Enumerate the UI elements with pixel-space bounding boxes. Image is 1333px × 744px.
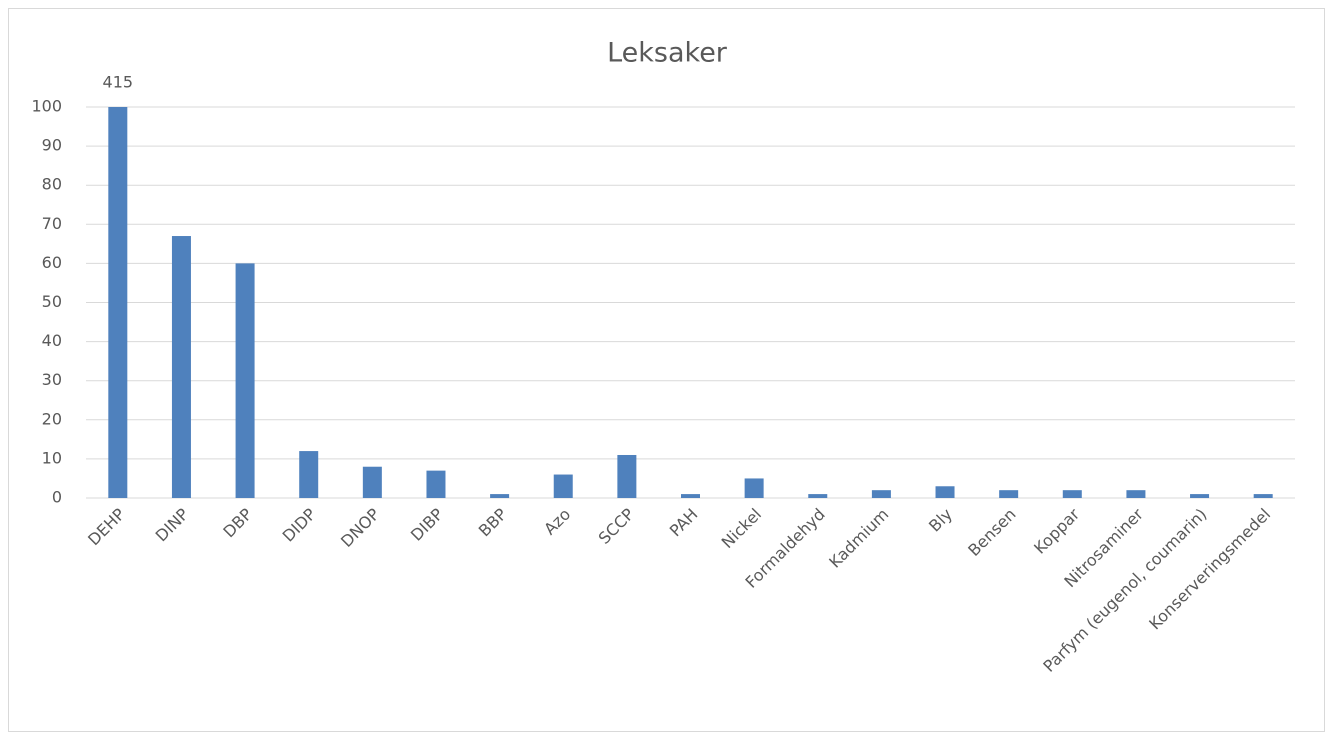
bar [553, 474, 573, 498]
bar [617, 454, 637, 498]
bar [744, 478, 764, 498]
bar [871, 490, 891, 498]
chart-frame [8, 8, 1325, 732]
bar [935, 486, 955, 498]
bar [490, 494, 510, 498]
y-tick-label: 0 [52, 488, 62, 507]
y-tick-label: 100 [31, 97, 62, 116]
bar [1253, 494, 1273, 498]
y-tick-label: 90 [42, 136, 62, 155]
y-tick-label: 70 [42, 214, 62, 233]
y-tick-label: 20 [42, 409, 62, 428]
bar [108, 107, 128, 498]
bar [1062, 490, 1082, 498]
bar [362, 466, 382, 498]
y-tick-label: 40 [42, 331, 62, 350]
y-tick-label: 80 [42, 175, 62, 194]
bar [235, 263, 255, 498]
bar [681, 494, 700, 498]
data-label: 415 [103, 73, 134, 92]
y-tick-label: 10 [42, 448, 62, 467]
y-tick-label: 60 [42, 253, 62, 272]
bar [426, 470, 446, 498]
bar [171, 236, 191, 498]
y-tick-label: 30 [42, 370, 62, 389]
y-tick-label: 50 [42, 292, 62, 311]
chart-title: Leksaker [607, 38, 728, 69]
bar [299, 451, 319, 498]
bar [808, 494, 828, 498]
bar [1126, 490, 1146, 498]
bar [999, 490, 1019, 498]
bar [1190, 494, 1210, 498]
